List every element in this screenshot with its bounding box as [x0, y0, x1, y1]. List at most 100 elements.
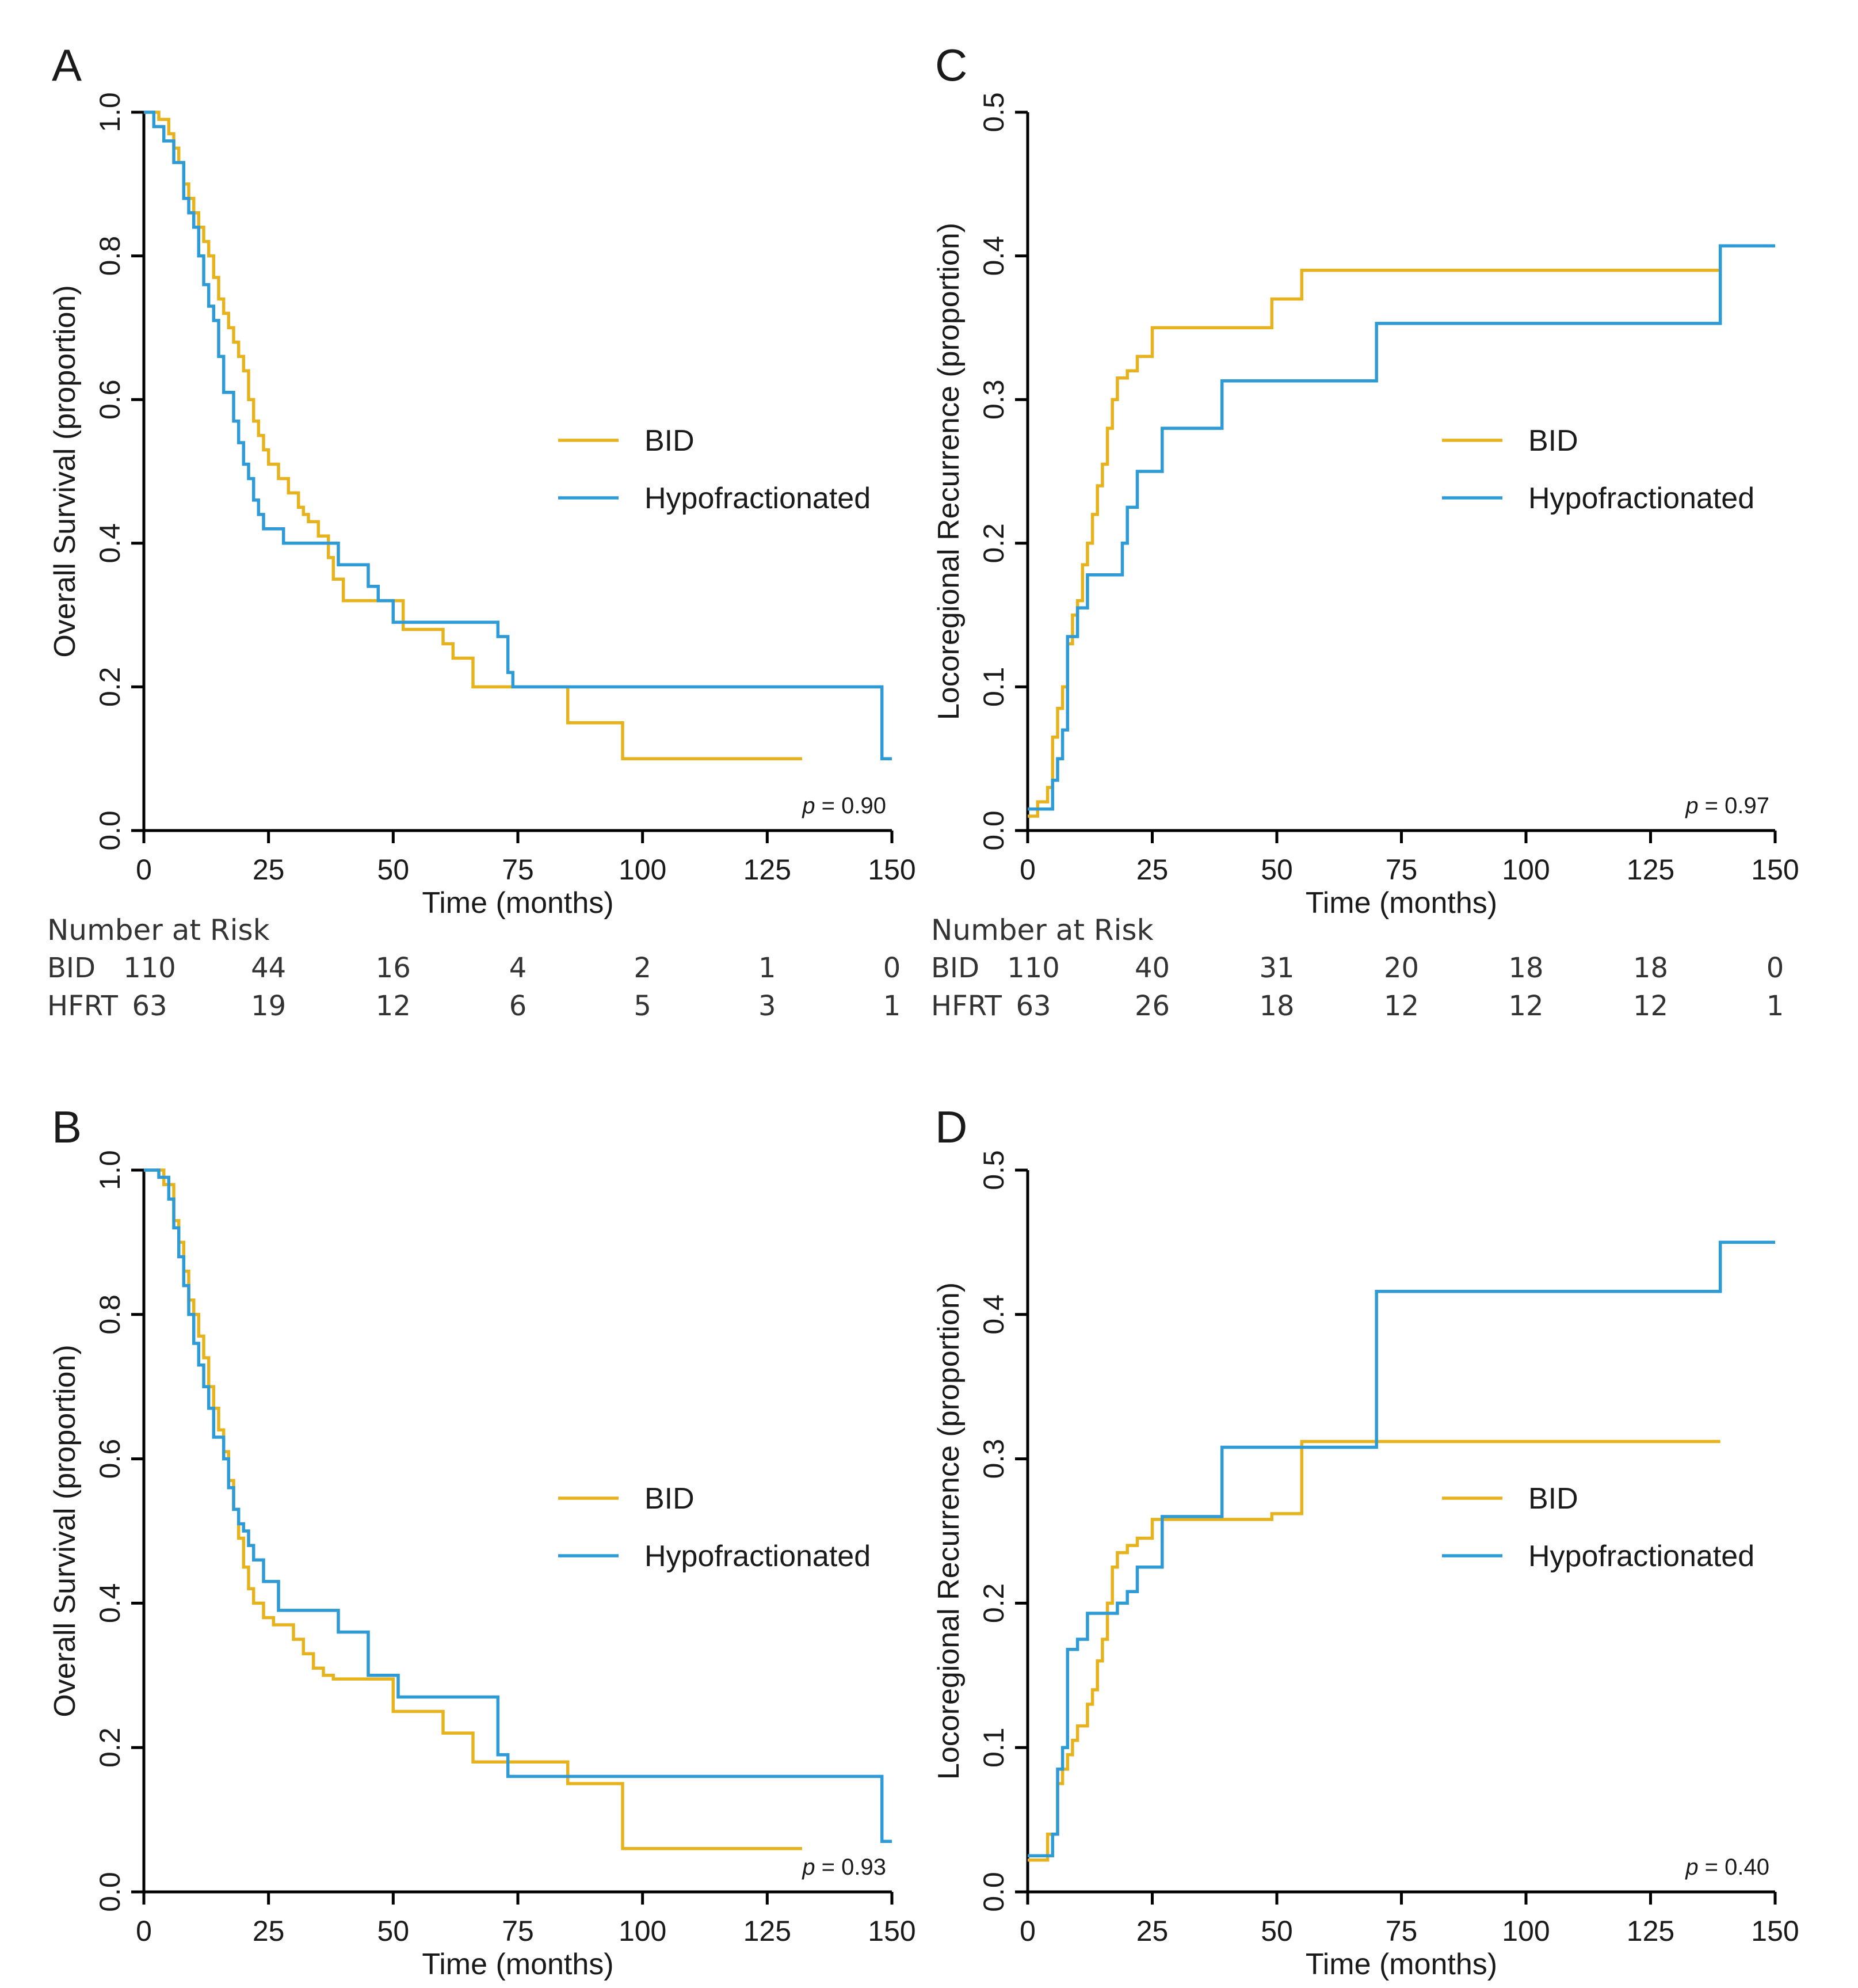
- x-tick-label: 75: [502, 1915, 534, 1947]
- risk-value: 26: [1135, 990, 1170, 1022]
- risk-value: 1: [883, 990, 901, 1022]
- x-axis-title: Time (months): [422, 886, 613, 920]
- p-symbol: p: [802, 793, 815, 818]
- y-axis-title: Locoregional Recurrence (proportion): [932, 1282, 966, 1780]
- x-tick-label: 125: [1627, 854, 1674, 886]
- y-tick-label: 0.0: [978, 810, 1010, 851]
- y-axis-title: Overall Survival (proportion): [48, 1345, 82, 1717]
- risk-value: 31: [1259, 952, 1294, 984]
- risk-row-label: HFRT: [47, 990, 119, 1022]
- risk-value: 19: [251, 990, 286, 1022]
- x-tick-label: 25: [253, 854, 285, 886]
- y-tick-label: 0.2: [94, 1727, 126, 1768]
- y-tick-label: 0.8: [94, 1294, 126, 1335]
- p-value: = 0.93: [815, 1854, 886, 1880]
- series-line-hypofractionated: [144, 111, 892, 760]
- series-line-hypofractionated: [144, 1168, 892, 1843]
- panel-label: C: [935, 40, 967, 90]
- panel-a: A0 25 50 75 100 125 1500.00.20.40.60.81.0Time …: [47, 40, 916, 1022]
- risk-value: 20: [1384, 952, 1419, 984]
- p-symbol: p: [1685, 793, 1698, 818]
- y-tick-label: 0.3: [978, 379, 1010, 420]
- y-tick-label: 0.2: [978, 1583, 1010, 1624]
- x-tick-label: 75: [502, 854, 534, 886]
- p-value-annotation: p = 0.40: [1685, 1854, 1769, 1880]
- series-line-bid: [144, 111, 802, 760]
- risk-row-label: BID: [931, 952, 979, 984]
- y-tick-label: 0.6: [94, 1439, 126, 1479]
- x-axis-title: Time (months): [422, 1948, 613, 1981]
- legend-label-bid: BID: [644, 1482, 695, 1515]
- x-tick-label: 25: [253, 1915, 285, 1947]
- risk-value: 12: [1508, 990, 1543, 1022]
- x-tick-label: 50: [1261, 854, 1293, 886]
- panel-c: C 0 25 50 75 100 125 150 0.0 0.1 0.2 0.3 0.4 0.5 Time …: [931, 40, 1799, 1022]
- legend-label-bid: BID: [644, 424, 695, 458]
- x-tick-label: 50: [377, 854, 410, 886]
- x-tick-label: 150: [1751, 854, 1799, 886]
- risk-value: 6: [509, 990, 527, 1022]
- risk-table-title: Number at Risk: [47, 913, 270, 947]
- risk-value: 12: [376, 990, 411, 1022]
- risk-value: 4: [509, 952, 527, 984]
- risk-table-title: Number at Risk: [931, 913, 1154, 947]
- x-tick-label: 100: [1502, 1915, 1550, 1947]
- risk-value: 0: [1767, 952, 1784, 984]
- p-value: = 0.97: [1699, 793, 1769, 818]
- risk-value: 110: [1007, 952, 1060, 984]
- risk-value: 18: [1259, 990, 1294, 1022]
- risk-table: Number at Risk BID 110 40 31 20 18 18 0 HFRT 63 26 1…: [931, 913, 1784, 1022]
- x-tick-label: 100: [619, 854, 666, 886]
- y-tick-label: 0.4: [978, 236, 1010, 276]
- risk-row-label: HFRT: [931, 990, 1002, 1022]
- y-tick-label: 0.0: [94, 810, 126, 851]
- x-tick-label: 125: [743, 854, 791, 886]
- y-tick-label: 0.2: [978, 523, 1010, 563]
- risk-value: 63: [132, 990, 167, 1022]
- x-tick-label: 125: [743, 1915, 791, 1947]
- y-tick-label: 0.3: [978, 1439, 1010, 1479]
- x-tick-label: 0: [136, 854, 152, 886]
- y-tick-label: 0.4: [94, 1583, 126, 1624]
- x-tick-label: 50: [1261, 1915, 1293, 1947]
- y-tick-label: 0.0: [978, 1872, 1010, 1912]
- x-axis-title: Time (months): [1306, 1948, 1497, 1981]
- x-tick-label: 25: [1136, 854, 1169, 886]
- series-line-hypofractionated: [1028, 1240, 1775, 1858]
- x-tick-label: 25: [1136, 1915, 1169, 1947]
- p-value: = 0.90: [815, 793, 886, 818]
- legend-label-hypofractionated: Hypofractionated: [1528, 482, 1754, 515]
- y-tick-label: 0.2: [94, 667, 126, 707]
- series-line-bid: [1028, 268, 1720, 818]
- x-tick-label: 0: [136, 1915, 152, 1947]
- legend-label-bid: BID: [1528, 1482, 1578, 1515]
- risk-value: 1: [1767, 990, 1784, 1022]
- y-axis-title: Overall Survival (proportion): [48, 285, 82, 657]
- y-axis-title: Locoregional Recurrence (proportion): [932, 223, 966, 720]
- risk-row-label: BID: [47, 952, 96, 984]
- risk-value: 1: [758, 952, 776, 984]
- y-tick-label: 0.1: [978, 1727, 1010, 1768]
- x-tick-label: 150: [1751, 1915, 1799, 1947]
- panel-b: B 0 25 50 75 100 125 150 0.0 0.2 0.4 0.6 0.8 1.0 Time …: [48, 1102, 916, 1981]
- p-value-annotation: p = 0.93: [802, 1854, 886, 1880]
- panel-label: B: [52, 1102, 82, 1152]
- p-value-annotation: p = 0.90: [802, 793, 886, 818]
- p-symbol: p: [1685, 1854, 1698, 1880]
- x-tick-label: 0: [1020, 854, 1036, 886]
- risk-value: 18: [1633, 952, 1668, 984]
- legend-label-hypofractionated: Hypofractionated: [1528, 1540, 1754, 1573]
- y-tick-label: 0.1: [978, 667, 1010, 707]
- y-tick-label: 0.5: [978, 1150, 1010, 1190]
- y-tick-label: 0.6: [94, 379, 126, 420]
- legend-label-hypofractionated: Hypofractionated: [644, 482, 871, 515]
- p-value: = 0.40: [1699, 1854, 1769, 1880]
- x-tick-label: 150: [868, 854, 915, 886]
- p-symbol: p: [802, 1854, 815, 1880]
- risk-value: 18: [1508, 952, 1543, 984]
- x-tick-label: 100: [1502, 854, 1550, 886]
- risk-value: 63: [1016, 990, 1051, 1022]
- y-tick-label: 0.0: [94, 1872, 126, 1912]
- risk-value: 40: [1135, 952, 1170, 984]
